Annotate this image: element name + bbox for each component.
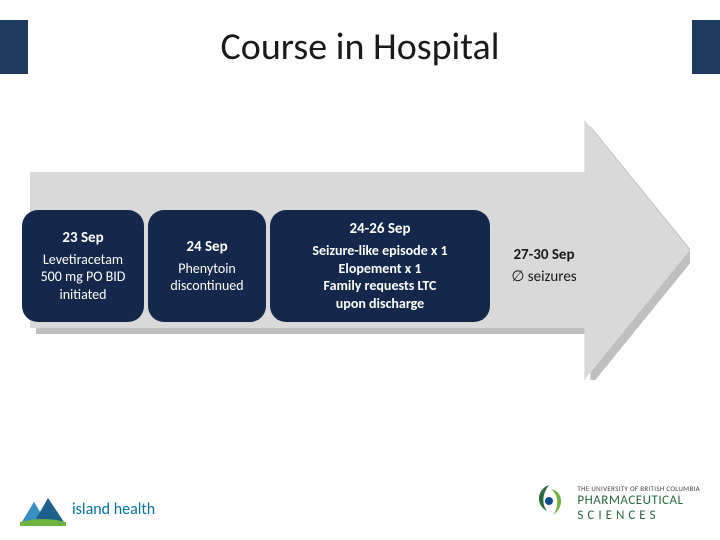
step-3-line: Seizure-like episode x 1 xyxy=(278,242,482,260)
logo-island-health: island health xyxy=(20,492,155,526)
step-2-body: Phenytoin discontinued xyxy=(156,260,258,295)
step-1-body: Levetiracetam 500 mg PO BID initiated xyxy=(30,251,136,304)
logo-ubc-pharm: THE UNIVERSITY OF BRITISH COLUMBIA PHARM… xyxy=(529,481,700,526)
slide: Course in Hospital 23 Sep Levetiracetam … xyxy=(0,0,720,540)
step-1-line: Levetiracetam xyxy=(30,251,136,269)
step-4: 27-30 Sep ∅ seizures xyxy=(494,210,594,322)
logo-ubc-line1: THE UNIVERSITY OF BRITISH COLUMBIA xyxy=(577,484,700,493)
timeline-steps: 23 Sep Levetiracetam 500 mg PO BID initi… xyxy=(22,210,712,322)
step-3-line: Elopement x 1 xyxy=(278,260,482,278)
step-2-date: 24 Sep xyxy=(156,238,258,256)
logo-island-health-text: island health xyxy=(72,500,155,519)
step-1-line: initiated xyxy=(30,286,136,304)
footer-logos: island health THE UNIVERSITY OF BRITISH … xyxy=(20,466,700,526)
step-1: 23 Sep Levetiracetam 500 mg PO BID initi… xyxy=(22,210,144,322)
title-bar: Course in Hospital xyxy=(0,20,720,74)
step-3-line: Family requests LTC xyxy=(278,277,482,295)
logo-ubc-text: THE UNIVERSITY OF BRITISH COLUMBIA PHARM… xyxy=(577,484,700,523)
step-1-line: 500 mg PO BID xyxy=(30,268,136,286)
mountain-icon xyxy=(20,492,66,526)
step-2-line: Phenytoin xyxy=(156,260,258,278)
leaf-swirl-icon xyxy=(529,481,569,526)
step-4-line: ∅ seizures xyxy=(502,268,586,287)
step-3-date: 24-26 Sep xyxy=(278,220,482,238)
logo-ubc-line2: PHARMACEUTICAL xyxy=(577,493,700,508)
page-title: Course in Hospital xyxy=(28,20,692,74)
logo-ubc-line3: SCIENCES xyxy=(577,508,700,523)
step-3-body: Seizure-like episode x 1 Elopement x 1 F… xyxy=(278,242,482,312)
step-4-body: ∅ seizures xyxy=(502,268,586,287)
step-3-line: upon discharge xyxy=(278,295,482,313)
step-2: 24 Sep Phenytoin discontinued xyxy=(148,210,266,322)
step-4-date: 27-30 Sep xyxy=(502,246,586,264)
step-2-line: discontinued xyxy=(156,277,258,295)
step-3: 24-26 Sep Seizure-like episode x 1 Elope… xyxy=(270,210,490,322)
title-stripe-right xyxy=(692,20,720,74)
step-1-date: 23 Sep xyxy=(30,229,136,247)
title-stripe-left xyxy=(0,20,28,74)
